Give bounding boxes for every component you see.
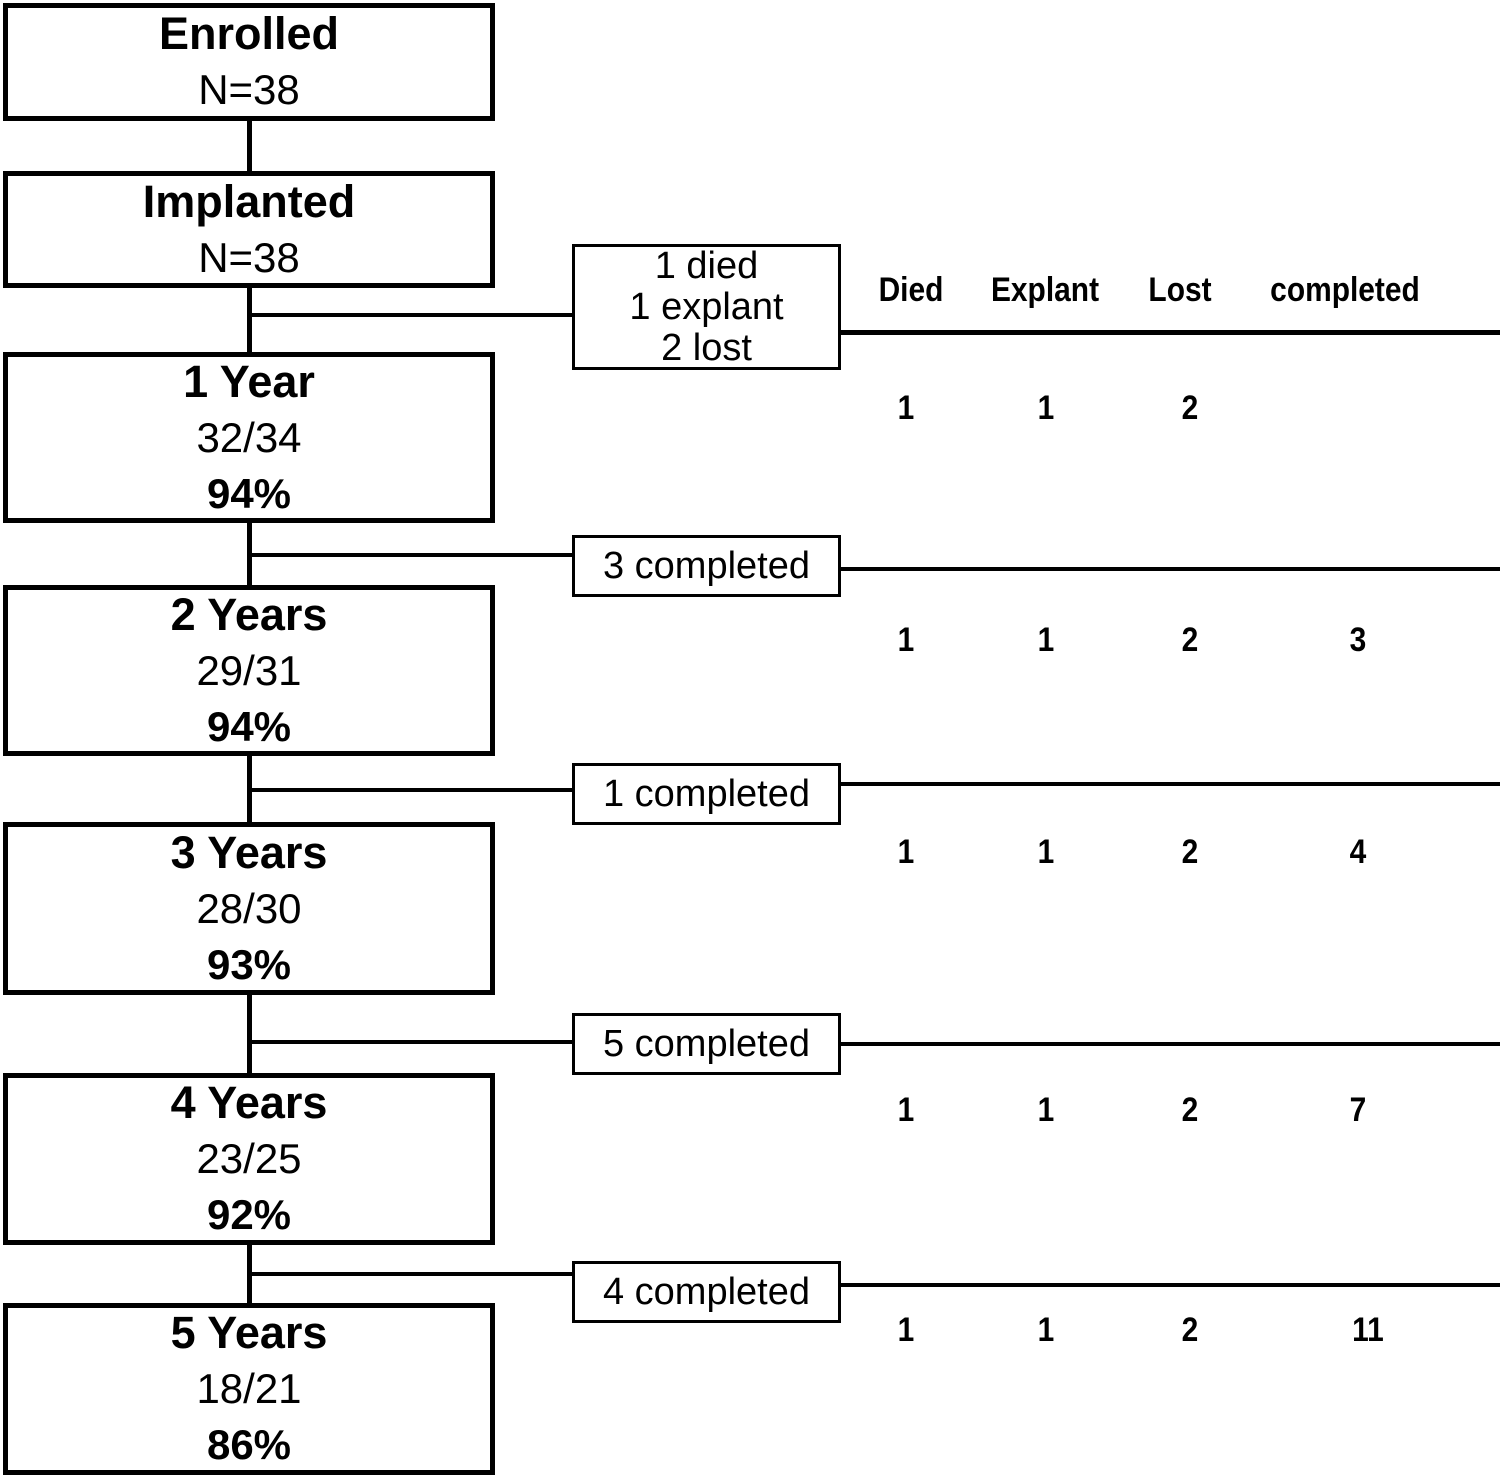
branch-line-3 <box>250 788 572 792</box>
stage-box-year-1: 1 Year 32/34 94% <box>3 352 495 523</box>
table-cell: 1 <box>897 1091 915 1129</box>
stage-percent: 94% <box>206 702 292 750</box>
row-line-5 <box>841 1283 1500 1287</box>
stage-title: 5 Years <box>170 1307 328 1358</box>
stage-percent: 92% <box>206 1191 292 1238</box>
stage-box-implanted: Implanted N=38 <box>3 171 495 288</box>
stage-fraction: 23/25 <box>196 1135 302 1182</box>
stage-title: 1 Year <box>183 355 315 407</box>
stage-percent: 86% <box>206 1421 292 1468</box>
stage-box-enrolled: Enrolled N=38 <box>3 3 495 121</box>
table-cell: 1 <box>897 621 915 659</box>
side-box-completed-2: 1 completed <box>572 763 841 825</box>
table-cell: 1 <box>1037 1311 1055 1349</box>
table-cell: 2 <box>1181 1091 1199 1129</box>
attrition-line: 2 lost <box>661 326 752 369</box>
table-header-explant: Explant <box>990 271 1100 309</box>
stage-fraction: 29/31 <box>196 646 302 694</box>
table-cell: 1 <box>897 1311 915 1349</box>
stage-count: N=38 <box>198 66 300 113</box>
side-box-completed-3: 5 completed <box>572 1013 841 1075</box>
stage-fraction: 28/30 <box>196 884 302 932</box>
stage-box-year-4: 4 Years 23/25 92% <box>3 1073 495 1245</box>
branch-line-5 <box>250 1272 572 1276</box>
stage-count: N=38 <box>198 233 300 281</box>
side-box-attrition: 1 died 1 explant 2 lost <box>572 244 841 370</box>
table-cell: 7 <box>1349 1091 1367 1129</box>
completed-label: 3 completed <box>602 544 810 587</box>
table-header-lost: Lost <box>1148 271 1212 309</box>
table-cell: 1 <box>897 833 915 871</box>
row-line-4 <box>841 1042 1500 1046</box>
stage-fraction: 32/34 <box>196 413 302 461</box>
table-cell: 2 <box>1181 1311 1199 1349</box>
stage-title: 4 Years <box>170 1077 328 1128</box>
row-line-1 <box>841 330 1500 335</box>
table-cell: 1 <box>1037 621 1055 659</box>
stage-box-year-2: 2 Years 29/31 94% <box>3 585 495 756</box>
table-header-died: Died <box>878 271 944 309</box>
table-cell: 3 <box>1349 621 1367 659</box>
table-header-completed: completed <box>1270 271 1420 309</box>
row-line-3 <box>841 782 1500 786</box>
side-box-completed-4: 4 completed <box>572 1261 841 1323</box>
branch-line-4 <box>250 1040 572 1044</box>
completed-label: 4 completed <box>602 1270 810 1313</box>
table-cell: 2 <box>1181 621 1199 659</box>
stage-title: 3 Years <box>170 826 328 878</box>
stage-title: Implanted <box>142 175 356 227</box>
table-cell: 1 <box>1037 1091 1055 1129</box>
table-cell: 11 <box>1352 1311 1384 1349</box>
stage-box-year-5: 5 Years 18/21 86% <box>3 1303 495 1475</box>
stage-title: Enrolled <box>158 8 340 59</box>
table-cell: 1 <box>897 389 915 427</box>
table-cell: 1 <box>1037 833 1055 871</box>
table-cell: 1 <box>1037 389 1055 427</box>
branch-line-1 <box>250 313 572 317</box>
side-box-completed-1: 3 completed <box>572 535 841 597</box>
table-cell: 4 <box>1349 833 1367 871</box>
branch-line-2 <box>250 553 572 557</box>
completed-label: 5 completed <box>602 1022 810 1065</box>
stage-title: 2 Years <box>170 588 328 640</box>
attrition-line: 1 explant <box>629 285 784 328</box>
stage-fraction: 18/21 <box>196 1365 302 1412</box>
stage-percent: 93% <box>206 940 292 988</box>
table-cell: 2 <box>1181 833 1199 871</box>
row-line-2 <box>841 567 1500 571</box>
completed-label: 1 completed <box>602 772 810 815</box>
table-cell: 2 <box>1181 389 1199 427</box>
attrition-line: 1 died <box>654 244 759 287</box>
stage-percent: 94% <box>206 469 292 517</box>
stage-box-year-3: 3 Years 28/30 93% <box>3 822 495 995</box>
